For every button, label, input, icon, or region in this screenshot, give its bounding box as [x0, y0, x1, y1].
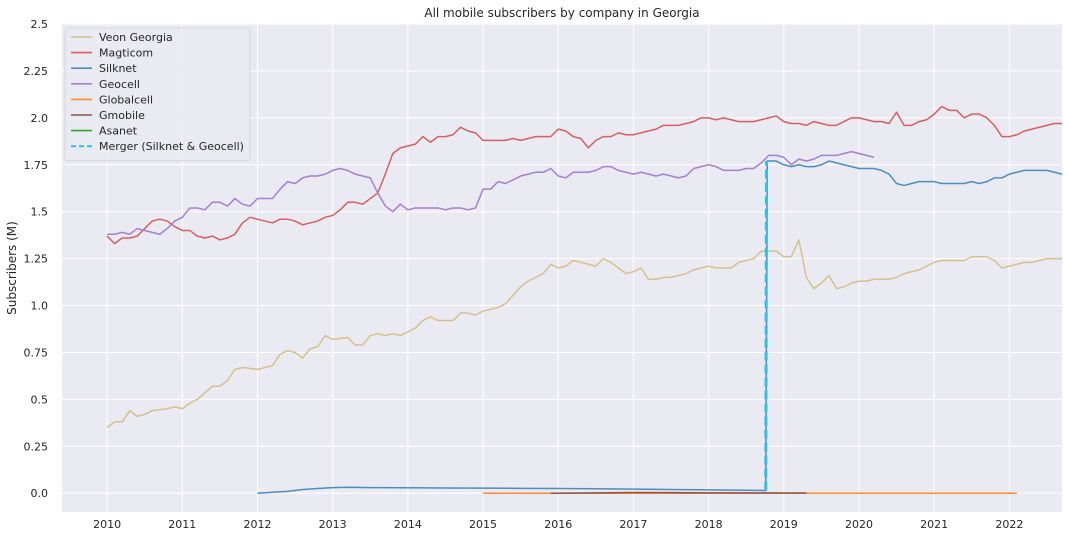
x-tick-label: 2013 — [319, 518, 347, 531]
legend: Veon Georgia Magticom Silknet Geocell Global… — [64, 27, 251, 162]
axis-ticks: 2010 2011 2012 2013 2014 2015 2016 2017 2018 2019… — [24, 18, 1024, 531]
series-line-gmobile — [550, 491, 807, 494]
legend-label: Silknet — [99, 62, 137, 75]
y-tick-label: 0.5 — [31, 393, 49, 406]
x-tick-label: 2016 — [544, 518, 572, 531]
y-tick-label: 2.25 — [24, 65, 49, 78]
y-tick-label: 0.75 — [24, 346, 49, 359]
y-tick-label: 0.0 — [31, 487, 49, 500]
x-tick-label: 2020 — [845, 518, 873, 531]
y-tick-label: 0.25 — [24, 440, 49, 453]
y-axis-label: Subscribers (M) — [5, 221, 19, 315]
y-tick-label: 1.25 — [24, 253, 49, 266]
y-tick-label: 1.0 — [31, 300, 49, 313]
series-line-geocell — [107, 150, 875, 235]
legend-label: Globalcell — [99, 93, 153, 106]
y-tick-label: 1.5 — [31, 206, 49, 219]
x-tick-label: 2022 — [995, 518, 1023, 531]
series-line-merger-silknet-geocell — [764, 161, 769, 491]
y-tick-label: 1.75 — [24, 159, 49, 172]
legend-label: Gmobile — [99, 109, 145, 122]
legend-label: Geocell — [99, 78, 140, 91]
legend-box — [64, 27, 251, 162]
legend-label: Asanet — [99, 125, 138, 138]
y-tick-label: 2.5 — [31, 18, 49, 31]
legend-label: Merger (Silknet & Geocell) — [99, 140, 244, 153]
x-tick-label: 2010 — [93, 518, 121, 531]
legend-label: Magticom — [99, 47, 153, 60]
x-tick-label: 2014 — [394, 518, 422, 531]
series-line-veon-georgia — [106, 239, 1062, 429]
x-tick-label: 2019 — [770, 518, 798, 531]
series-line-magticom — [106, 105, 1062, 245]
x-tick-label: 2017 — [619, 518, 647, 531]
series-lines — [106, 105, 1063, 494]
legend-label: Veon Georgia — [99, 31, 173, 44]
series-line-silknet — [257, 160, 1063, 494]
x-tick-label: 2021 — [920, 518, 948, 531]
chart-title: All mobile subscribers by company in Geo… — [424, 6, 699, 20]
x-tick-label: 2018 — [695, 518, 723, 531]
x-tick-label: 2015 — [469, 518, 497, 531]
x-tick-label: 2012 — [243, 518, 271, 531]
y-tick-label: 2.0 — [31, 112, 49, 125]
x-tick-label: 2011 — [168, 518, 196, 531]
